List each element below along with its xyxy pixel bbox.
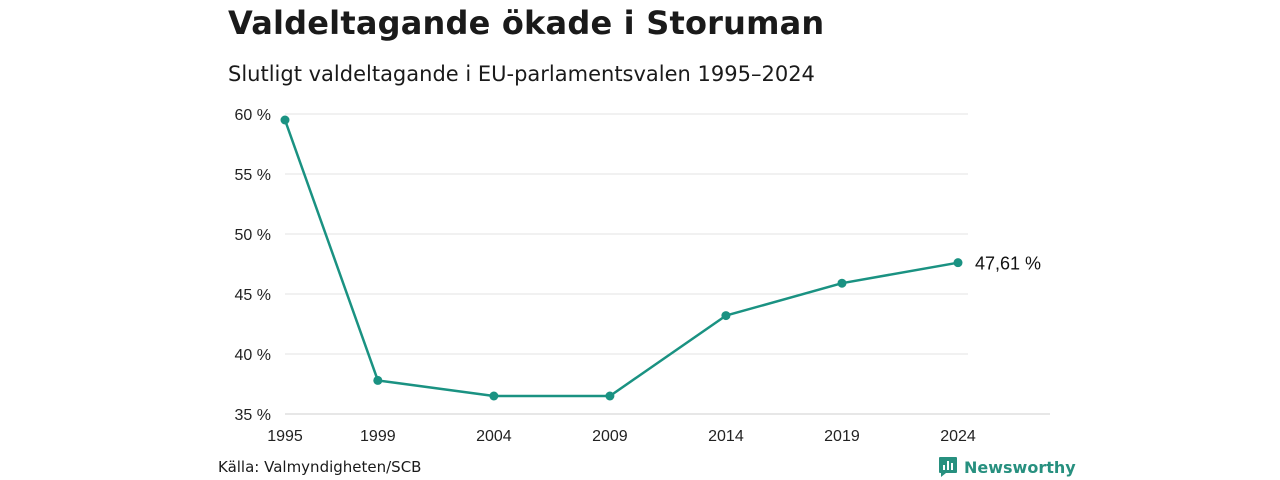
- chart-subtitle: Slutligt valdeltagande i EU-parlamentsva…: [228, 62, 815, 86]
- y-tick-label: 35 %: [235, 407, 271, 424]
- data-point: [953, 258, 963, 268]
- grid-lines: [285, 113, 1050, 415]
- x-tick-label: 2009: [592, 428, 628, 445]
- newsworthy-logo-icon: [939, 457, 957, 477]
- end-value-label: 47,61 %: [975, 254, 1041, 274]
- x-tick-label: 1999: [360, 428, 396, 445]
- data-point: [605, 391, 615, 401]
- brand-name: Newsworthy: [964, 457, 1076, 477]
- x-tick-label: 2014: [708, 428, 744, 445]
- x-axis-ticks: 1995 1999 2004 2009 2014 2019 2024: [267, 428, 976, 445]
- y-tick-label: 55 %: [235, 167, 271, 184]
- brand-logo: Newsworthy: [938, 456, 1076, 478]
- x-tick-label: 1995: [267, 428, 303, 445]
- y-tick-label: 60 %: [235, 107, 271, 124]
- x-tick-label: 2004: [476, 428, 512, 445]
- series-line: [283, 119, 959, 398]
- source-note: Källa: Valmyndigheten/SCB: [218, 458, 422, 476]
- series-line-path: [283, 119, 959, 398]
- data-point: [489, 391, 499, 401]
- series-points: [280, 115, 963, 401]
- y-axis-ticks: 35 % 40 % 45 % 50 % 55 % 60 %: [235, 107, 271, 424]
- x-tick-label: 2024: [940, 428, 976, 445]
- data-point: [721, 311, 731, 321]
- data-labels: 47,61 %: [975, 254, 1041, 274]
- data-point: [373, 375, 383, 385]
- data-point: [280, 115, 290, 125]
- data-point: [837, 278, 847, 288]
- chart-title: Valdeltagande ökade i Storuman: [228, 4, 825, 42]
- x-tick-label: 2019: [824, 428, 860, 445]
- y-tick-label: 45 %: [235, 287, 271, 304]
- y-tick-label: 50 %: [235, 227, 271, 244]
- y-tick-label: 40 %: [235, 347, 271, 364]
